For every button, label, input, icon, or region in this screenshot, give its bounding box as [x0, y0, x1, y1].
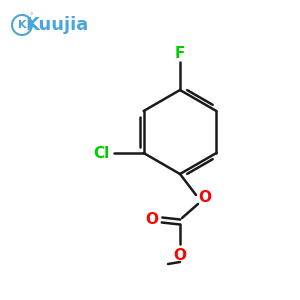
Text: K: K [18, 20, 26, 30]
Text: Kuujia: Kuujia [26, 16, 88, 34]
Text: O: O [199, 190, 212, 206]
Text: F: F [175, 46, 185, 62]
Text: Cl: Cl [94, 146, 110, 160]
Text: O: O [173, 248, 187, 263]
Text: O: O [146, 212, 158, 227]
Text: °: ° [29, 13, 33, 19]
